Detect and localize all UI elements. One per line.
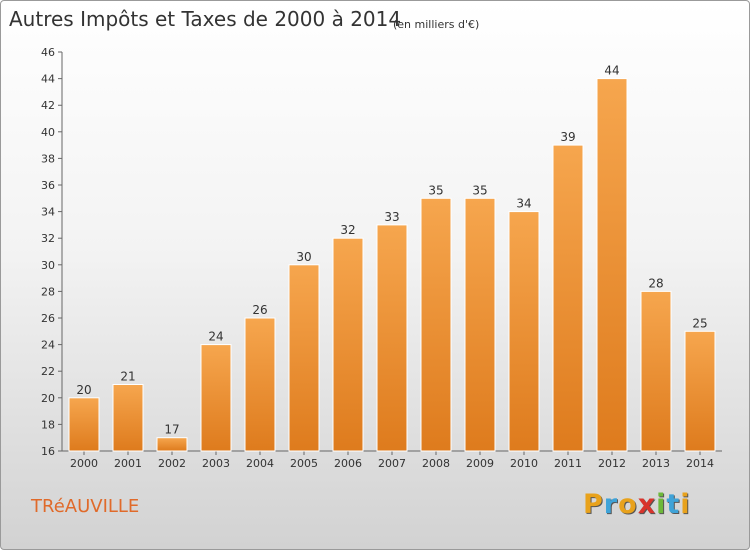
bar-2004	[244, 317, 276, 452]
value-label: 20	[76, 383, 91, 397]
value-label: 24	[208, 330, 223, 344]
y-tick-label: 36	[41, 179, 55, 192]
value-label: 35	[428, 183, 443, 197]
bar-2012	[596, 78, 628, 452]
value-label: 32	[340, 223, 355, 237]
bar-2008	[420, 197, 452, 452]
bar-2003	[200, 344, 232, 452]
bar-2009	[464, 197, 496, 452]
value-label: 39	[560, 130, 575, 144]
y-tick-label: 22	[41, 365, 55, 378]
logo-letter: i	[680, 489, 691, 520]
bar-2006	[332, 237, 364, 452]
bar-2001	[112, 384, 144, 452]
value-label: 34	[516, 197, 531, 211]
logo-letter: P	[583, 489, 604, 520]
town-name: TRéAUVILLE	[31, 496, 140, 517]
logo-letter: i	[656, 489, 667, 520]
bar-2010	[508, 211, 540, 452]
bar-2002	[156, 437, 188, 452]
y-tick-label: 26	[41, 312, 55, 325]
x-tick-label: 2003	[202, 457, 230, 470]
y-tick-label: 32	[41, 232, 55, 245]
x-tick-label: 2014	[686, 457, 714, 470]
x-tick-label: 2000	[70, 457, 98, 470]
value-label: 28	[648, 276, 663, 290]
y-tick-label: 38	[41, 152, 55, 165]
bar-2007	[376, 224, 408, 452]
bar-2013	[640, 290, 672, 452]
y-tick-label: 24	[41, 339, 55, 352]
y-tick-label: 40	[41, 126, 55, 139]
x-tick-label: 2013	[642, 457, 670, 470]
x-tick-label: 2011	[554, 457, 582, 470]
x-tick-label: 2010	[510, 457, 538, 470]
bar-2014	[684, 330, 716, 452]
value-label: 44	[604, 64, 619, 78]
x-tick-label: 2001	[114, 457, 142, 470]
logo-letter: r	[603, 489, 619, 520]
value-label: 35	[472, 183, 487, 197]
chart-title: Autres Impôts et Taxes de 2000 à 2014	[9, 7, 402, 31]
value-label: 25	[692, 316, 707, 330]
value-label: 33	[384, 210, 399, 224]
x-tick-label: 2007	[378, 457, 406, 470]
y-tick-label: 30	[41, 259, 55, 272]
y-tick-label: 46	[41, 46, 55, 59]
bar-2011	[552, 144, 584, 452]
value-label: 30	[296, 250, 311, 264]
x-tick-label: 2006	[334, 457, 362, 470]
y-tick-label: 44	[41, 73, 55, 86]
value-label: 21	[120, 370, 135, 384]
x-tick-label: 2008	[422, 457, 450, 470]
value-label: 17	[164, 423, 179, 437]
x-tick-label: 2005	[290, 457, 318, 470]
y-tick-label: 28	[41, 285, 55, 298]
logo-letter: o	[618, 489, 638, 520]
x-tick-label: 2002	[158, 457, 186, 470]
y-tick-label: 42	[41, 99, 55, 112]
logo-letter: x	[637, 489, 657, 520]
y-tick-label: 16	[41, 445, 55, 458]
x-tick-label: 2012	[598, 457, 626, 470]
proxiti-logo: Proxiti	[583, 489, 691, 520]
y-tick-label: 18	[41, 418, 55, 431]
x-tick-label: 2004	[246, 457, 274, 470]
chart-subtitle: (en milliers d'€)	[393, 18, 480, 31]
y-tick-label: 34	[41, 206, 55, 219]
value-label: 26	[252, 303, 267, 317]
logo-letter: t	[666, 489, 681, 520]
bar-2005	[288, 264, 320, 452]
x-tick-label: 2009	[466, 457, 494, 470]
y-tick-label: 20	[41, 392, 55, 405]
bar-2000	[68, 397, 100, 452]
